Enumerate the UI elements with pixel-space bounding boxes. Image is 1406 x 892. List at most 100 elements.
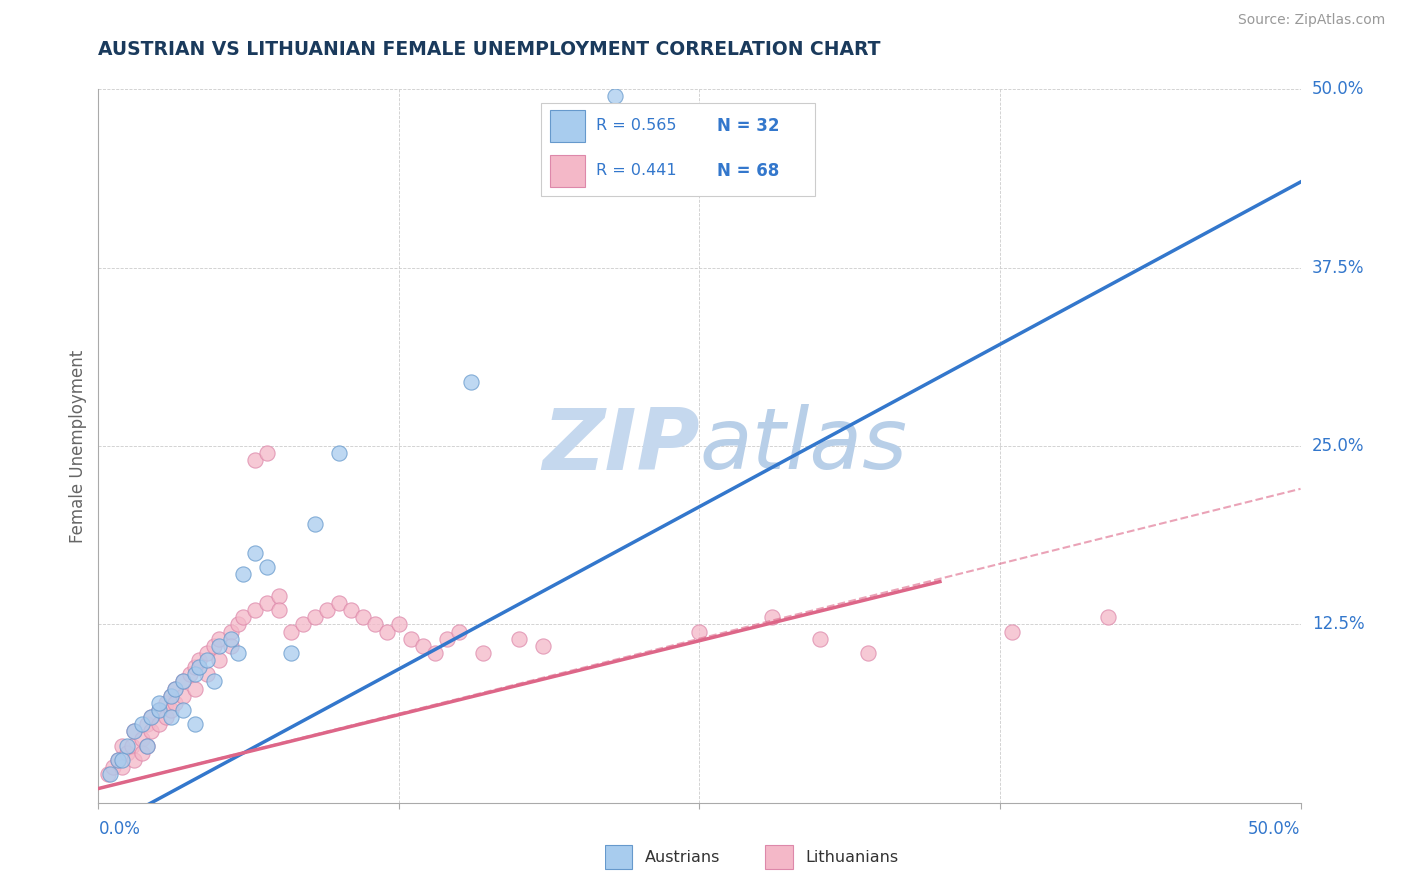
Point (232, 567, 254, 582)
Point (195, 646, 218, 660)
Point (219, 624, 242, 639)
Point (124, 724, 146, 739)
Point (328, 446, 350, 460)
Text: 50.0%: 50.0% (1312, 80, 1364, 98)
Point (165, 681, 187, 696)
Point (159, 710, 181, 724)
Text: Lithuanians: Lithuanians (806, 850, 898, 864)
Text: R = 0.565: R = 0.565 (596, 119, 676, 134)
Point (856, 646, 879, 660)
Point (172, 674, 194, 689)
Point (208, 653, 231, 667)
Point (172, 689, 194, 703)
Text: 12.5%: 12.5% (1312, 615, 1364, 633)
Point (243, 453, 266, 467)
Point (131, 717, 153, 731)
Point (135, 717, 157, 731)
Point (1097, 610, 1119, 624)
Point (219, 639, 242, 653)
Text: 25.0%: 25.0% (1312, 437, 1364, 455)
Point (124, 753, 146, 767)
Point (447, 624, 470, 639)
Text: N = 68: N = 68 (717, 162, 779, 180)
Point (117, 739, 139, 753)
Text: atlas: atlas (699, 404, 907, 488)
Point (267, 589, 290, 603)
Point (304, 517, 326, 532)
Point (159, 689, 181, 703)
Point (101, 760, 124, 774)
Text: Austrians: Austrians (645, 850, 720, 864)
Point (179, 667, 201, 681)
Point (304, 610, 326, 624)
Point (340, 603, 363, 617)
Point (124, 724, 146, 739)
Point (117, 746, 139, 760)
Text: AUSTRIAN VS LITHUANIAN FEMALE UNEMPLOYMENT CORRELATION CHART: AUSTRIAN VS LITHUANIAN FEMALE UNEMPLOYME… (98, 40, 882, 59)
Point (208, 632, 231, 646)
Point (202, 674, 225, 689)
Point (202, 639, 225, 653)
Point (183, 717, 205, 731)
Point (195, 653, 218, 667)
Point (165, 696, 187, 710)
Text: 0.0%: 0.0% (98, 820, 141, 838)
Point (148, 703, 170, 717)
Point (208, 639, 231, 653)
Point (243, 603, 266, 617)
Point (232, 610, 254, 624)
Point (256, 446, 278, 460)
Point (219, 632, 242, 646)
Point (107, 753, 129, 767)
Point (280, 624, 302, 639)
Point (141, 710, 163, 724)
Point (388, 617, 411, 632)
Point (399, 632, 422, 646)
Point (256, 596, 278, 610)
Point (508, 632, 530, 646)
Point (436, 632, 458, 646)
Point (375, 624, 398, 639)
Point (226, 646, 249, 660)
Text: ZIP: ZIP (541, 404, 699, 488)
Y-axis label: Female Unemployment: Female Unemployment (69, 350, 87, 542)
Point (131, 731, 153, 746)
Point (100, 767, 122, 781)
FancyBboxPatch shape (550, 110, 585, 142)
Text: N = 32: N = 32 (717, 117, 779, 135)
Point (267, 603, 290, 617)
Point (423, 646, 446, 660)
Point (256, 560, 278, 574)
Point (291, 617, 314, 632)
Point (688, 624, 710, 639)
Point (111, 739, 134, 753)
Point (141, 724, 163, 739)
Point (226, 617, 249, 632)
Point (1001, 624, 1024, 639)
Point (111, 753, 134, 767)
Point (352, 610, 374, 624)
Point (460, 375, 482, 389)
Text: Source: ZipAtlas.com: Source: ZipAtlas.com (1237, 13, 1385, 28)
Point (131, 746, 153, 760)
FancyBboxPatch shape (765, 846, 793, 869)
Point (605, 89, 627, 103)
Point (531, 639, 554, 653)
Point (761, 610, 783, 624)
Text: 37.5%: 37.5% (1312, 259, 1364, 277)
Text: 50.0%: 50.0% (1249, 820, 1301, 838)
Point (165, 681, 187, 696)
Point (544, 118, 567, 132)
Point (315, 603, 337, 617)
Point (121, 739, 143, 753)
Point (412, 639, 434, 653)
Point (159, 703, 181, 717)
FancyBboxPatch shape (605, 846, 633, 869)
Point (159, 689, 181, 703)
Point (364, 617, 387, 632)
Point (97, 767, 120, 781)
Point (135, 739, 157, 753)
Point (328, 596, 350, 610)
Point (195, 667, 218, 681)
Point (155, 710, 177, 724)
